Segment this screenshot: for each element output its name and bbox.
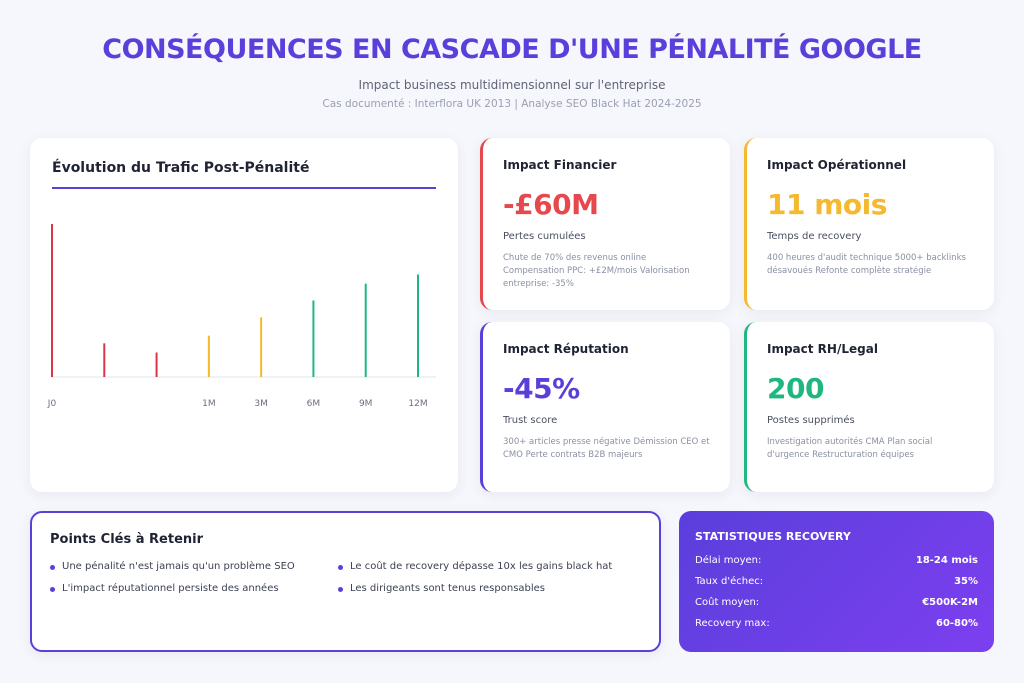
stat-label: Délai moyen: (695, 555, 762, 566)
stat-value: €500K-2M (922, 597, 978, 608)
chart-card: Évolution du Trafic Post-Pénalité J0 1M 3M… (30, 138, 458, 492)
impact-card: Impact RH/Legal 200 Postes supprimés Invest… (744, 322, 994, 492)
stat-label: Coût moyen: (695, 597, 760, 608)
card-detail: 400 heures d'audit technique 5000+ backl… (767, 253, 966, 276)
bar (207, 335, 210, 377)
stat-value: 60-80% (935, 618, 978, 629)
card-label: Postes supprimés (767, 415, 855, 426)
key-points-title: Points Clés à Retenir (50, 532, 204, 547)
card-label: Trust score (503, 415, 558, 426)
stat-row: Recovery max: 60-80% (695, 618, 978, 629)
x-tick-label: 12M (408, 399, 427, 409)
chart: Évolution du Trafic Post-Pénalité J0 1M 3M… (47, 159, 436, 409)
card-value: -£60M (503, 188, 599, 221)
bar (260, 317, 263, 377)
x-tick-label: 6M (307, 399, 321, 409)
key-point: Les dirigeants sont tenus responsables (337, 583, 546, 594)
page-title: CONSÉQUENCES EN CASCADE D'UNE PÉNALITÉ G… (102, 34, 922, 65)
stats-title: STATISTIQUES RECOVERY (695, 530, 851, 543)
x-tick-label: 3M (254, 399, 268, 409)
card-title: Impact RH/Legal (767, 342, 878, 356)
card-value: 11 mois (767, 188, 887, 221)
impact-card: Impact Financier -£60M Pertes cumulées Chut… (480, 138, 730, 310)
card-title: Impact Réputation (503, 342, 629, 356)
stat-label: Taux d'échec: (695, 576, 764, 587)
key-point: Le coût de recovery dépasse 10x les gain… (337, 561, 613, 572)
card-label: Pertes cumulées (503, 231, 586, 242)
stat-label: Recovery max: (695, 618, 770, 629)
stat-row: Délai moyen: 18-24 mois (695, 555, 978, 566)
card-value: 200 (767, 372, 824, 405)
stat-row: Coût moyen: €500K-2M (695, 597, 978, 608)
impact-card: Impact Réputation -45% Trust score 300+ art… (480, 322, 730, 492)
card-detail: Chute de 70% des revenus online Compensa… (503, 253, 690, 289)
bar (312, 300, 315, 377)
stats-card: STATISTIQUES RECOVERY Délai moyen: 18-24 … (679, 511, 994, 652)
key-point: Une pénalité n'est jamais qu'un problème… (50, 561, 295, 572)
stat-value: 35% (954, 576, 978, 587)
source: Cas documenté : Interflora UK 2013 | Ana… (322, 98, 702, 110)
bar (103, 343, 106, 377)
key-points-card: Points Clés à Retenir Une pénalité n'est… (30, 511, 661, 652)
bar (155, 352, 158, 377)
bar (364, 283, 367, 377)
stat-value: 18-24 mois (915, 555, 978, 566)
x-tick-label: 9M (359, 399, 373, 409)
x-tick-label: 1M (202, 399, 216, 409)
impact-card: Impact Opérationnel 11 mois Temps de recov… (744, 138, 994, 310)
bar (417, 274, 419, 377)
chart-title: Évolution du Trafic Post-Pénalité (52, 159, 309, 176)
card-detail: Investigation autorités CMA Plan social … (767, 437, 933, 460)
card-title: Impact Opérationnel (767, 158, 907, 172)
card-label: Temps de recovery (767, 231, 862, 242)
bar (51, 224, 53, 377)
subtitle: Impact business multidimensionnel sur l'… (358, 78, 666, 92)
x-tick-label: J0 (47, 399, 57, 409)
card-detail: 300+ articles presse négative Démission … (503, 437, 710, 460)
stat-row: Taux d'échec: 35% (695, 576, 978, 587)
card-value: -45% (503, 372, 580, 405)
card-title: Impact Financier (503, 158, 617, 172)
key-point: L'impact réputationnel persiste des anné… (50, 583, 279, 594)
